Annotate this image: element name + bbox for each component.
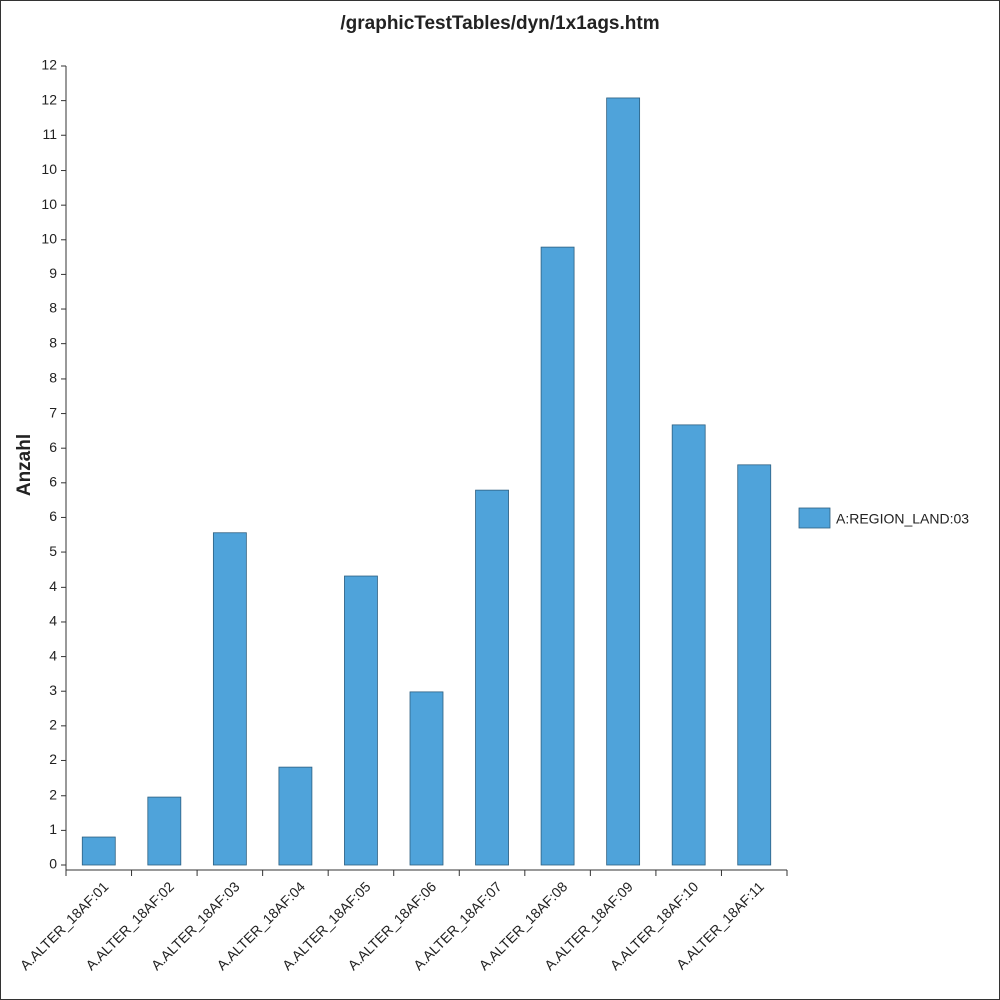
y-tick-label: 0 bbox=[49, 856, 57, 872]
y-tick-label: 6 bbox=[49, 439, 57, 455]
y-tick-label: 6 bbox=[49, 474, 57, 490]
bar bbox=[540, 246, 575, 866]
y-tick-label: 2 bbox=[49, 786, 57, 802]
legend-label: A:REGION_LAND:03 bbox=[836, 511, 969, 527]
y-tick-label: 10 bbox=[41, 196, 57, 212]
legend-swatch bbox=[798, 507, 831, 529]
y-tick-label: 6 bbox=[49, 508, 57, 524]
y-tick-label: 5 bbox=[49, 543, 57, 559]
y-tick-label: 1 bbox=[49, 821, 57, 837]
y-tick-label: 9 bbox=[49, 265, 57, 281]
y-tick-label: 10 bbox=[41, 230, 57, 246]
bar bbox=[147, 796, 182, 866]
y-tick-label: 4 bbox=[49, 578, 57, 594]
y-axis-label: Anzahl bbox=[14, 434, 35, 496]
y-tick-label: 8 bbox=[49, 370, 57, 386]
bar bbox=[81, 836, 116, 866]
y-tick-label: 2 bbox=[49, 751, 57, 767]
y-tick-label: 4 bbox=[49, 647, 57, 663]
y-tick-label: 7 bbox=[49, 404, 57, 420]
y-tick-label: 12 bbox=[41, 91, 57, 107]
y-tick-label: 11 bbox=[42, 126, 57, 142]
bar bbox=[278, 766, 313, 866]
y-tick-label: 4 bbox=[49, 613, 57, 629]
bar bbox=[475, 489, 509, 866]
chart-title: /graphicTestTables/dyn/1x1ags.htm bbox=[340, 13, 659, 34]
y-tick-label: 3 bbox=[49, 682, 57, 698]
bar bbox=[606, 97, 641, 866]
y-tick-label: 8 bbox=[49, 334, 57, 350]
bar bbox=[671, 424, 706, 866]
y-tick-label: 10 bbox=[41, 161, 57, 177]
y-tick-label: 2 bbox=[49, 717, 57, 733]
y-tick-label: 8 bbox=[49, 300, 57, 316]
bar bbox=[212, 532, 247, 866]
bar bbox=[737, 464, 772, 866]
bar bbox=[409, 691, 444, 866]
y-tick-label: 12 bbox=[41, 57, 57, 73]
bar bbox=[344, 575, 378, 866]
